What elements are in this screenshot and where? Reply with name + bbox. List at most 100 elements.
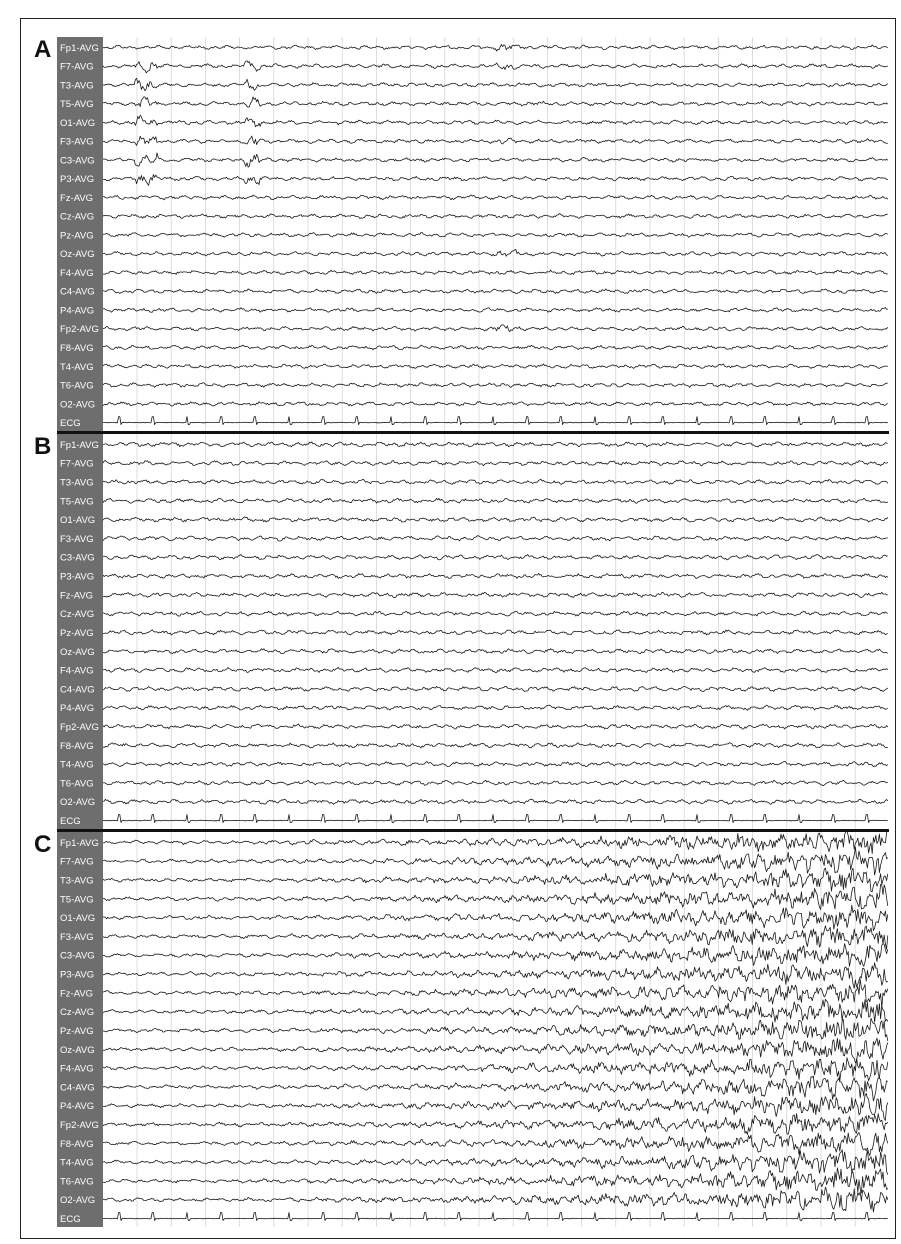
channel-label: F8-AVG [60, 1139, 94, 1150]
eeg-trace [102, 883, 889, 910]
channel-label: T6-AVG [60, 1176, 94, 1187]
grid-lines [136, 832, 856, 1227]
channel-label: T4-AVG [60, 760, 94, 771]
eeg-trace [102, 704, 889, 711]
eeg-trace [102, 904, 889, 931]
eeg-trace [102, 610, 888, 617]
eeg-trace [102, 723, 889, 730]
channel-label: O2-AVG [60, 399, 95, 410]
eeg-trace [102, 779, 888, 786]
eeg-trace [102, 363, 889, 369]
channel-label: C3-AVG [60, 155, 95, 166]
channel-label: P4-AVG [60, 305, 94, 316]
eeg-trace [103, 1093, 889, 1121]
eeg-trace [102, 44, 889, 52]
eeg-trace [102, 761, 889, 768]
eeg-trace [102, 497, 889, 504]
channel-label: O1-AVG [60, 913, 95, 924]
channel-label: Fp2-AVG [60, 722, 99, 733]
channel-label: C4-AVG [60, 287, 95, 298]
channel-label: O1-AVG [60, 515, 95, 526]
eeg-trace [102, 288, 888, 294]
channel-label: T5-AVG [60, 99, 94, 110]
channel-label: Fp2-AVG [60, 324, 99, 335]
channel-label: F7-AVG [60, 62, 94, 73]
eeg-trace [102, 998, 889, 1023]
eeg-trace [102, 60, 889, 74]
panel-letter: A [34, 36, 51, 63]
channel-label: T5-AVG [60, 894, 94, 905]
channel-label: F7-AVG [60, 857, 94, 868]
channel-label: F4-AVG [60, 268, 94, 279]
eeg-trace [102, 213, 888, 219]
channel-label: Cz-AVG [60, 212, 94, 223]
eeg-trace [102, 798, 889, 805]
channel-label: F8-AVG [60, 741, 94, 752]
eeg-trace [102, 174, 888, 186]
eeg-trace [102, 1113, 889, 1135]
channel-label: T5-AVG [60, 496, 94, 507]
eeg-trace [102, 382, 888, 388]
eeg-trace [102, 814, 888, 823]
channel-label: Fp1-AVG [60, 43, 99, 54]
eeg-trace [102, 943, 889, 967]
channel-label: T6-AVG [60, 778, 94, 789]
eeg-trace [102, 1167, 889, 1194]
eeg-trace [102, 978, 889, 1009]
eeg-trace [102, 1057, 889, 1082]
eeg-trace [102, 742, 888, 749]
eeg-trace [102, 96, 889, 108]
eeg-trace [102, 648, 889, 655]
channel-label: Pz-AVG [60, 1026, 94, 1037]
channel-label: Fz-AVG [60, 988, 93, 999]
channel-label: F3-AVG [60, 534, 94, 545]
grid-lines [136, 434, 856, 829]
channel-label: ECG [60, 816, 81, 827]
panel-letter: B [34, 433, 51, 460]
channel-label: F3-AVG [60, 932, 94, 943]
channel-label: C3-AVG [60, 951, 95, 962]
channel-label: T6-AVG [60, 381, 94, 392]
eeg-trace [102, 1017, 889, 1041]
eeg-trace [102, 830, 889, 854]
channel-label: O1-AVG [60, 118, 95, 129]
eeg-trace [102, 1075, 889, 1102]
panel-c: C Fp1-AVG F7-AVG T3-AVG T5-AVG O1-AVG F3-AVG C3… [34, 830, 889, 1227]
channel-label: Fz-AVG [60, 193, 93, 204]
eeg-trace [102, 400, 888, 407]
channel-label: F4-AVG [60, 666, 94, 677]
eeg-trace [102, 307, 888, 313]
channel-label: Oz-AVG [60, 1045, 95, 1056]
channel-label: Cz-AVG [60, 609, 94, 620]
eeg-trace [102, 324, 889, 332]
channel-label: ECG [60, 1214, 81, 1225]
eeg-trace [102, 591, 888, 598]
panel-a: A Fp1-AVG F7-AVG T3-AVG T5-AVG O1-AVG F3-AVG C3… [34, 36, 889, 434]
eeg-trace [102, 114, 888, 128]
eeg-trace [102, 554, 888, 561]
eeg-trace [102, 1037, 889, 1064]
eeg-trace [102, 152, 889, 168]
eeg-trace [102, 573, 889, 579]
eeg-trace [102, 925, 889, 950]
eeg-trace [102, 667, 889, 673]
channel-label: Fp1-AVG [60, 440, 99, 451]
channel-label-column [57, 434, 103, 829]
channel-label-column [57, 832, 103, 1227]
channel-label: Pz-AVG [60, 628, 94, 639]
eeg-trace [102, 867, 889, 892]
channel-label-column [57, 37, 103, 431]
channel-label: T4-AVG [60, 1158, 94, 1169]
eeg-trace [102, 1149, 889, 1175]
channel-label: T3-AVG [60, 477, 94, 488]
eeg-trace [102, 344, 889, 351]
eeg-trace [102, 629, 888, 636]
eeg-trace [102, 441, 888, 448]
channel-label: C3-AVG [60, 553, 95, 564]
eeg-trace [102, 232, 888, 238]
eeg-trace [102, 1186, 889, 1213]
eeg-trace [102, 535, 888, 542]
channel-label: Fp2-AVG [60, 1120, 99, 1131]
